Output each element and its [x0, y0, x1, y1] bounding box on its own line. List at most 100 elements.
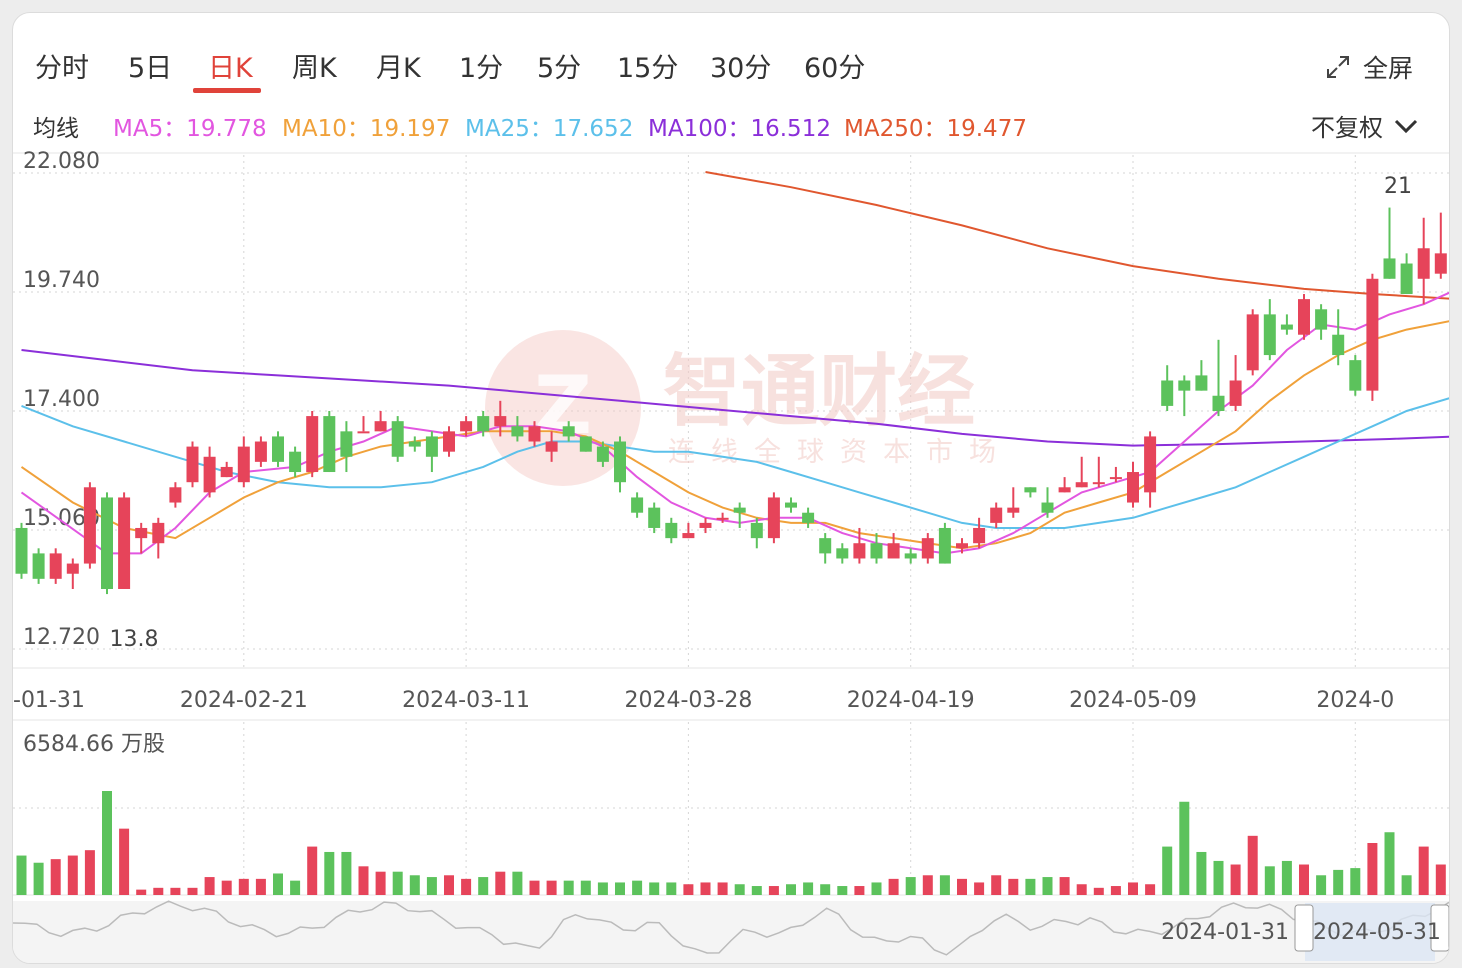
- volume-bar-10: [187, 887, 198, 895]
- candle-16: [289, 446, 302, 478]
- volume-bar-22: [392, 871, 403, 895]
- candle-body: [528, 426, 541, 442]
- tab-4[interactable]: 月K: [376, 53, 421, 84]
- candle-1: [32, 548, 45, 584]
- volume-bar-66: [1145, 884, 1156, 895]
- candle-83: [1434, 212, 1447, 279]
- volume-bar-16: [290, 880, 301, 895]
- candle-74: [1280, 314, 1293, 335]
- candle-body: [665, 522, 678, 539]
- candle-body: [1280, 324, 1293, 330]
- volume-bar-15: [273, 873, 283, 895]
- watermark-title: 智通财经: [663, 346, 975, 437]
- volume-bar-48: [837, 886, 848, 895]
- candle-body: [169, 487, 182, 503]
- watermark-subtitle: 连线全球资本市场: [668, 437, 1012, 468]
- candle-body: [990, 507, 1003, 523]
- candle-body: [887, 543, 900, 559]
- volume-bar-75: [1299, 864, 1309, 895]
- volume-bar-24: [426, 877, 437, 895]
- candle-71: [1229, 355, 1242, 411]
- volume-bar-49: [854, 886, 865, 895]
- tab-5[interactable]: 1分: [459, 53, 504, 84]
- volume-bar-83: [1435, 864, 1446, 895]
- volume-bar-54: [939, 875, 950, 895]
- volume-bar-53: [922, 875, 933, 895]
- volume-bar-38: [666, 882, 677, 895]
- fullscreen-button[interactable]: 全屏: [1325, 49, 1413, 85]
- volume-bar-62: [1076, 884, 1087, 895]
- tab-7[interactable]: 15分: [617, 53, 679, 84]
- volume-bar-8: [153, 887, 164, 895]
- candle-57: [990, 502, 1003, 528]
- navigator-selection: [1305, 903, 1435, 961]
- candle-41: [716, 512, 729, 523]
- navigator-line: [13, 900, 1449, 956]
- candle-45: [785, 497, 797, 513]
- candle-body: [118, 497, 131, 589]
- volume-bar-35: [615, 882, 625, 895]
- candle-body: [1075, 482, 1088, 488]
- volume-bar-1: [33, 862, 44, 895]
- volume-bar-12: [221, 880, 232, 895]
- expand-icon: [1326, 56, 1349, 78]
- tab-0[interactable]: 分时: [35, 53, 89, 84]
- y-tick-4: 12.720: [23, 625, 100, 650]
- candle-22: [391, 416, 404, 462]
- navigator-start-label: 2024-01-31: [1161, 920, 1289, 945]
- candle-64: [1109, 466, 1122, 483]
- candle-69: [1195, 360, 1208, 391]
- candle-0: [15, 522, 28, 579]
- candle-body: [631, 497, 644, 513]
- tab-8[interactable]: 30分: [710, 53, 772, 84]
- candle-body: [716, 517, 729, 520]
- candle-40: [699, 517, 712, 534]
- candle-55: [956, 538, 968, 554]
- candle-11: [203, 446, 216, 498]
- candle-23: [408, 436, 421, 452]
- volume-bar-59: [1025, 878, 1036, 895]
- candle-9: [169, 482, 182, 508]
- volume-bar-5: [102, 791, 112, 895]
- volume-bar-69: [1196, 851, 1207, 895]
- candle-65: [1127, 461, 1139, 508]
- candle-body: [699, 522, 712, 528]
- ma25-line: [21, 397, 1449, 529]
- candle-body: [836, 548, 849, 559]
- candle-62: [1075, 456, 1088, 488]
- tab-6[interactable]: 5分: [537, 53, 582, 84]
- candle-body: [49, 553, 62, 579]
- candle-body: [973, 527, 986, 544]
- candlestick-chart[interactable]: Z 智通财经 连线全球资本市场 22.08019.74017.40015.060…: [13, 13, 1449, 963]
- tab-1[interactable]: 5日: [128, 53, 173, 84]
- tab-2[interactable]: 日K: [208, 53, 253, 84]
- candle-25: [443, 426, 455, 457]
- candle-12: [220, 461, 233, 478]
- candle-body: [579, 436, 592, 452]
- ma5-legend: MA5：19.778: [113, 116, 267, 142]
- range-navigator[interactable]: 2024-01-31 2024-05-31: [13, 900, 1449, 963]
- adjust-dropdown[interactable]: 不复权: [1311, 108, 1419, 143]
- candle-body: [1332, 334, 1345, 356]
- navigator-end-label: 2024-05-31: [1313, 920, 1441, 945]
- low-label: 13.8: [110, 627, 159, 652]
- candle-24: [425, 431, 438, 473]
- volume-bar-31: [546, 880, 557, 895]
- candle-73: [1263, 299, 1276, 361]
- candle-body: [938, 527, 951, 564]
- x-tick-4: 2024-04-19: [847, 688, 975, 713]
- candle-body: [374, 421, 387, 432]
- candle-body: [1229, 380, 1242, 406]
- candle-body: [1246, 314, 1259, 371]
- candle-body: [682, 533, 695, 539]
- candle-21: [374, 411, 387, 432]
- candle-3: [66, 558, 79, 589]
- tab-9[interactable]: 60分: [804, 53, 866, 84]
- candle-body: [614, 441, 626, 483]
- volume-bar-72: [1247, 835, 1258, 895]
- volume-bar-70: [1213, 860, 1224, 895]
- tab-3[interactable]: 周K: [292, 53, 337, 84]
- candle-body: [1349, 360, 1362, 391]
- candle-72: [1246, 309, 1259, 376]
- candle-14: [254, 436, 267, 467]
